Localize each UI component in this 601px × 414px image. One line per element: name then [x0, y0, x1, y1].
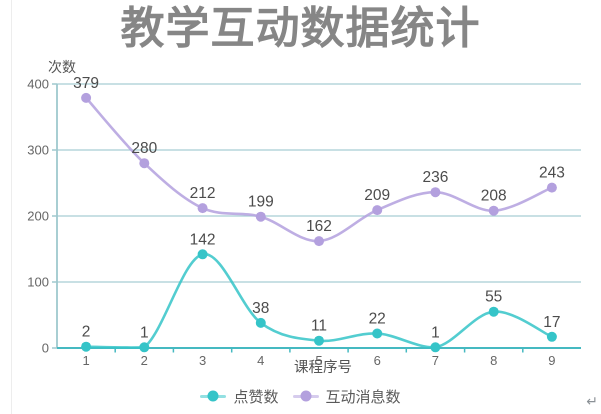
value-label: 1 — [431, 324, 440, 341]
legend-dot-icon — [300, 390, 311, 402]
x-tick-label: 3 — [199, 353, 206, 368]
data-point — [255, 317, 266, 328]
legend-dot-icon — [207, 390, 219, 402]
value-label: 280 — [131, 140, 157, 157]
y-tick-label: 0 — [42, 341, 49, 356]
value-label: 11 — [311, 318, 327, 335]
data-point — [314, 236, 324, 247]
y-tick-label: 400 — [27, 77, 49, 92]
x-tick-label: 2 — [141, 353, 148, 368]
value-label: 243 — [539, 165, 565, 182]
data-point — [372, 328, 383, 339]
legend-item[interactable]: 点赞数 — [200, 386, 279, 407]
data-point — [197, 249, 208, 260]
data-point — [81, 92, 92, 103]
x-tick-label: 1 — [82, 353, 89, 368]
x-tick-label: 9 — [548, 353, 555, 368]
data-point — [255, 211, 266, 222]
value-label: 55 — [485, 289, 502, 306]
value-label: 38 — [252, 300, 269, 317]
data-point — [197, 203, 208, 214]
x-tick-label: 4 — [257, 353, 264, 368]
data-point — [372, 205, 383, 216]
value-label: 17 — [543, 314, 560, 331]
data-point — [488, 306, 499, 317]
data-point — [139, 158, 150, 169]
data-point — [81, 341, 92, 352]
y-axis-unit-label: 次数 — [48, 59, 76, 75]
value-label: 1 — [140, 324, 149, 341]
x-tick-label: 6 — [374, 353, 381, 368]
legend-label: 互动消息数 — [325, 388, 401, 406]
value-label: 209 — [364, 187, 390, 204]
data-point — [314, 335, 324, 346]
paragraph-return-mark: ↵ — [586, 393, 598, 409]
y-tick-label: 200 — [27, 209, 49, 224]
legend-line-marker — [292, 390, 319, 402]
y-tick-label: 100 — [27, 275, 49, 290]
data-point — [430, 187, 441, 198]
value-label: 379 — [73, 75, 99, 92]
x-axis-title: 课程序号 — [294, 359, 352, 376]
data-point — [546, 182, 557, 193]
chart-title: 教学互动数据统计 — [120, 4, 481, 53]
value-label: 212 — [190, 185, 216, 202]
y-tick-label: 300 — [27, 143, 49, 158]
chart-legend: 点赞数 互动消息数 — [0, 384, 601, 408]
value-label: 162 — [306, 218, 332, 235]
data-point — [488, 205, 499, 216]
value-label: 2 — [82, 324, 91, 341]
value-label: 22 — [369, 311, 386, 328]
data-point — [546, 331, 557, 342]
data-point — [430, 342, 441, 353]
value-label: 208 — [481, 188, 507, 205]
page-edge-line — [11, 0, 12, 414]
value-label: 142 — [190, 231, 216, 248]
x-tick-label: 8 — [490, 353, 497, 368]
value-label: 236 — [422, 169, 448, 186]
data-point — [139, 342, 150, 353]
x-tick-label: 7 — [432, 353, 439, 368]
legend-line-marker — [200, 390, 227, 402]
value-label: 199 — [248, 194, 274, 211]
x-tick-label: 5 — [315, 353, 322, 368]
series-line — [84, 252, 554, 349]
legend-label: 点赞数 — [233, 388, 279, 406]
legend-item[interactable]: 互动消息数 — [292, 386, 401, 407]
